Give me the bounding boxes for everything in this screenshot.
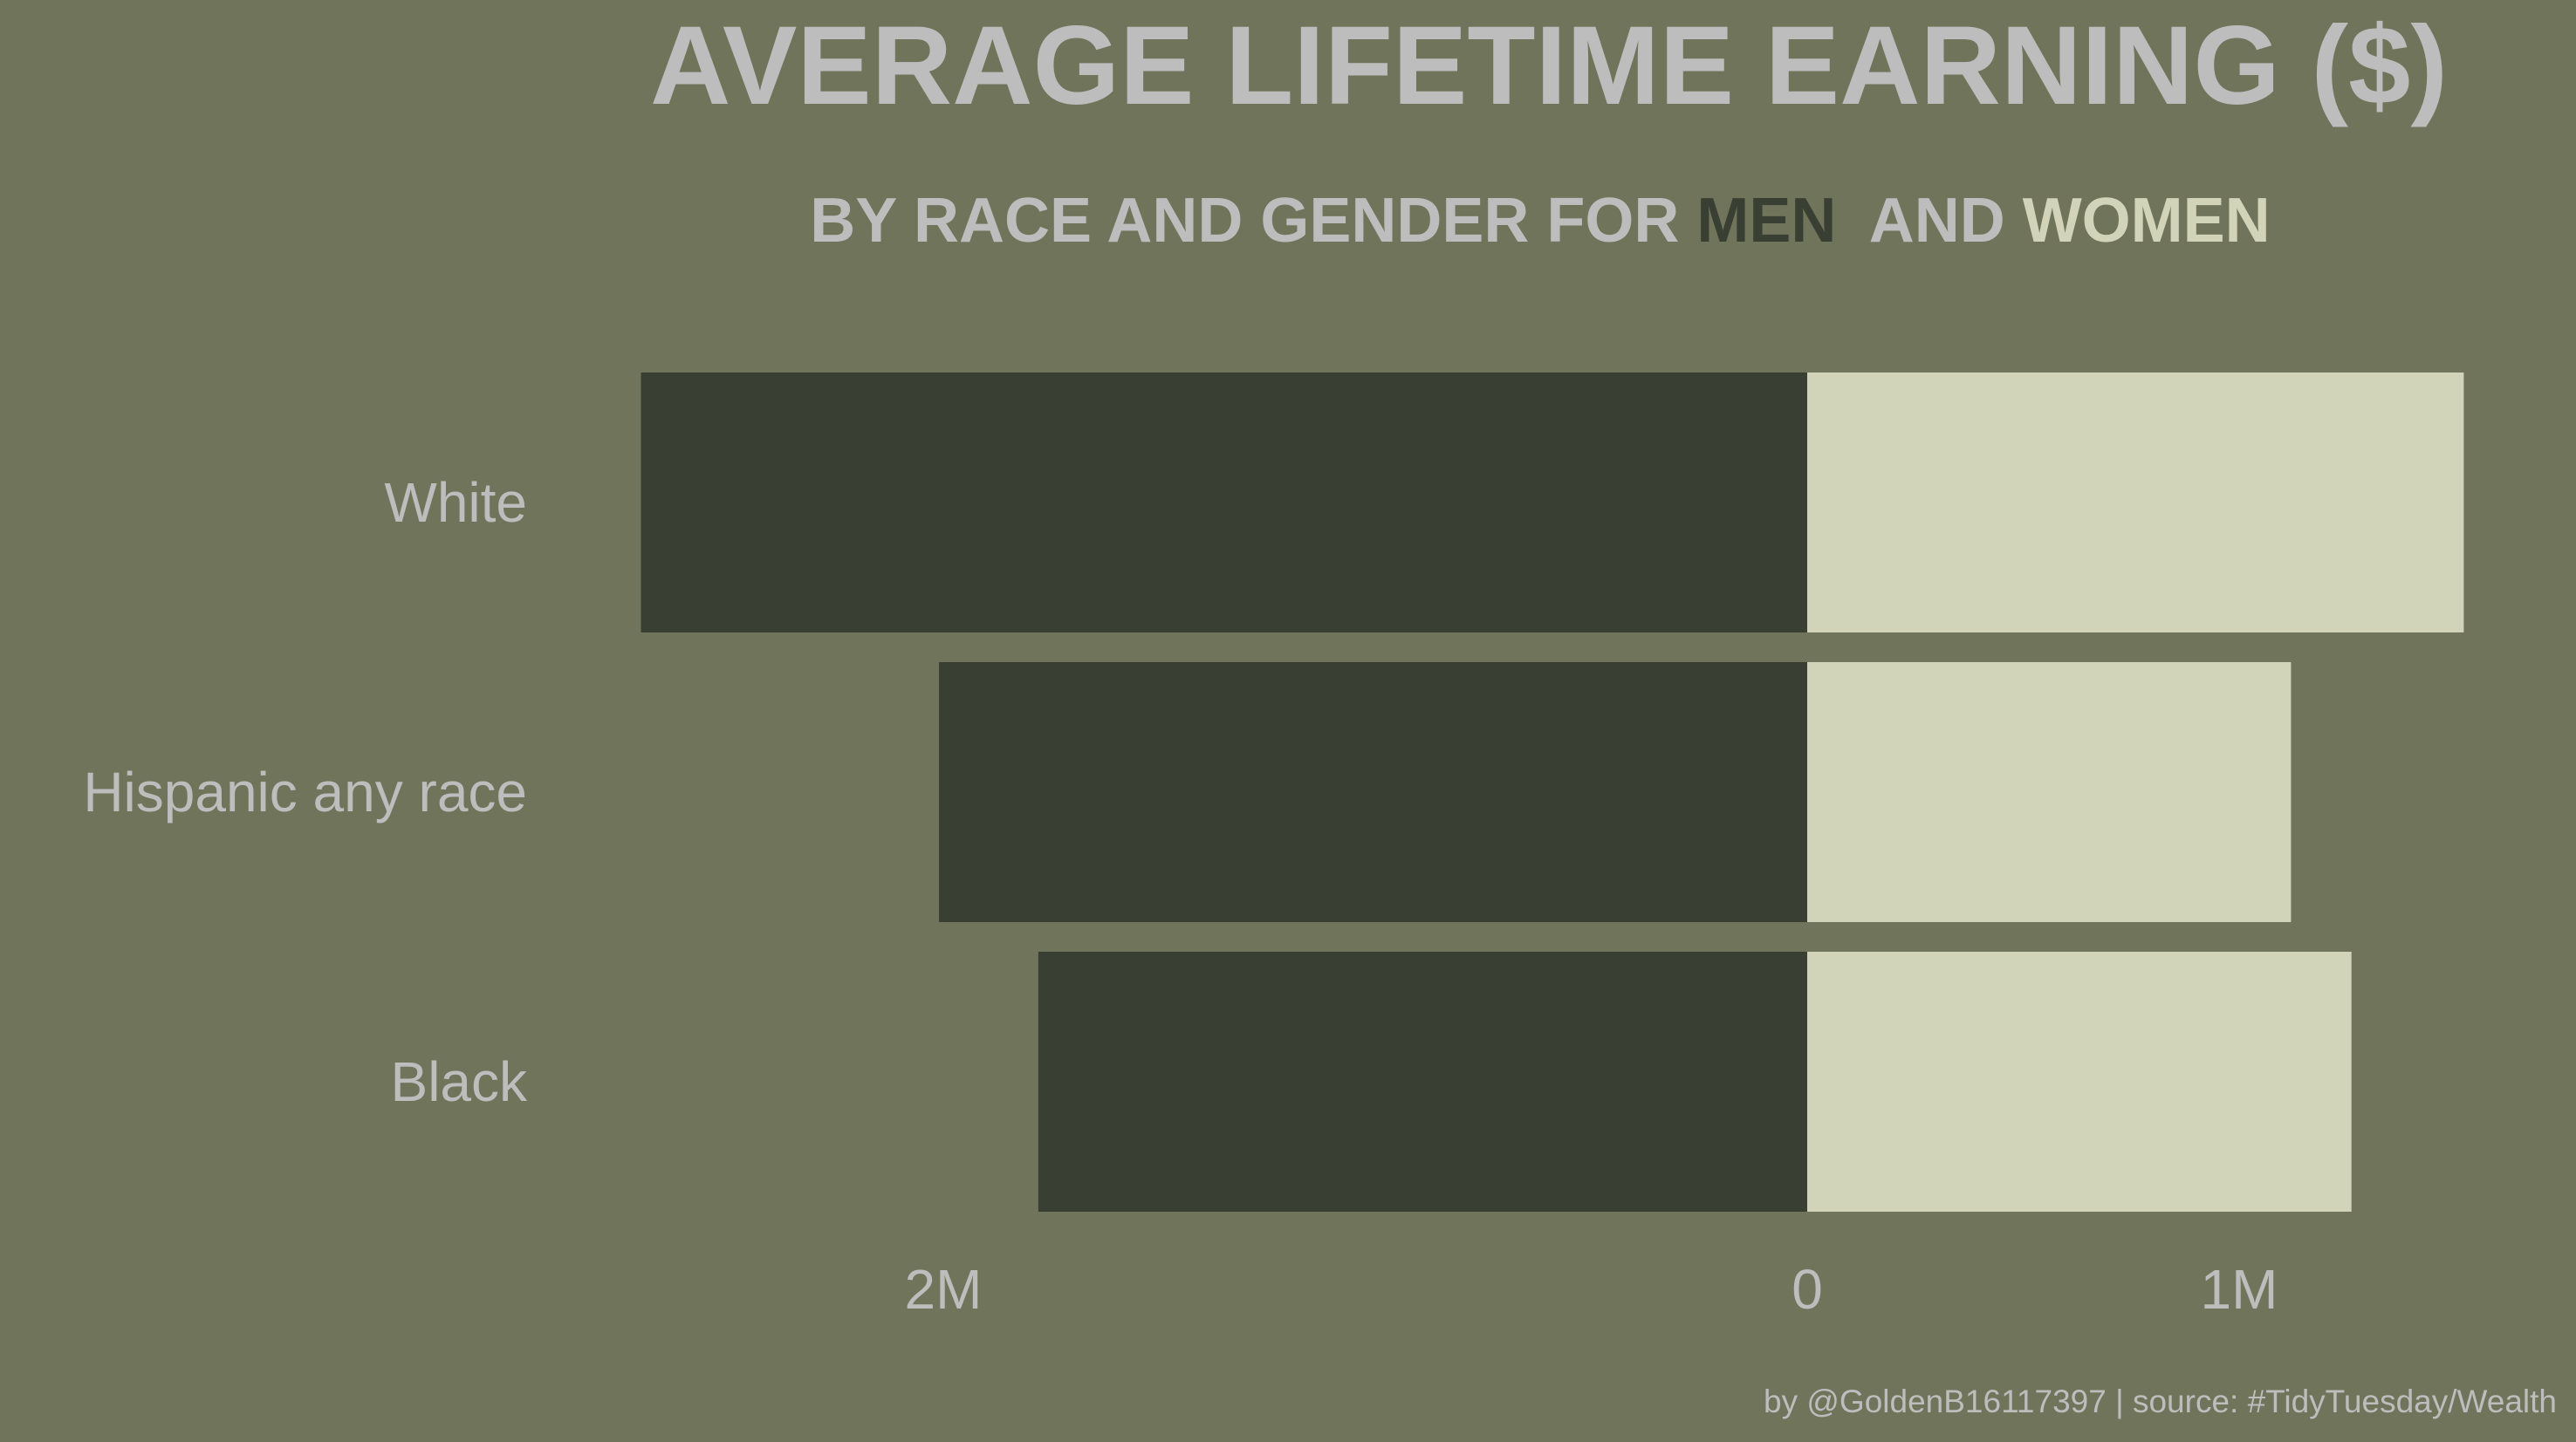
category-label-black: Black	[391, 1050, 529, 1113]
category-labels: White Hispanic any race Black	[83, 471, 528, 1113]
x-tick-label-2m: 2M	[905, 1258, 983, 1321]
caption: by @GoldenB16117397 | source: #TidyTuesd…	[1764, 1384, 2557, 1419]
bar-men-black	[1038, 952, 1807, 1212]
x-tick-label-0: 0	[1792, 1258, 1823, 1321]
bar-women-hispanic-any-race	[1807, 662, 2292, 922]
x-axis-ticks: 2M 0 1M	[905, 1258, 2278, 1321]
category-label-hispanic-any-race: Hispanic any race	[83, 761, 527, 824]
chart-subtitle: BY RACE AND GENDER FOR MEN AND WOMEN	[0, 185, 2576, 256]
bar-women-white	[1807, 372, 2464, 632]
bar-men-hispanic-any-race	[939, 662, 1807, 922]
bar-women-black	[1807, 952, 2352, 1212]
subtitle-men: MEN	[1696, 186, 1837, 256]
chart-title: AVERAGE LIFETIME EARNING ($)	[650, 3, 2448, 128]
subtitle-prefix: BY RACE AND GENDER FOR	[810, 186, 1697, 256]
subtitle-middle: AND	[1836, 186, 2023, 256]
bar-men-white	[641, 372, 1807, 632]
subtitle-women: WOMEN	[2022, 186, 2271, 256]
bars-group	[641, 372, 2464, 1212]
x-tick-label-1m: 1M	[2201, 1258, 2278, 1321]
category-label-white: White	[384, 471, 527, 534]
